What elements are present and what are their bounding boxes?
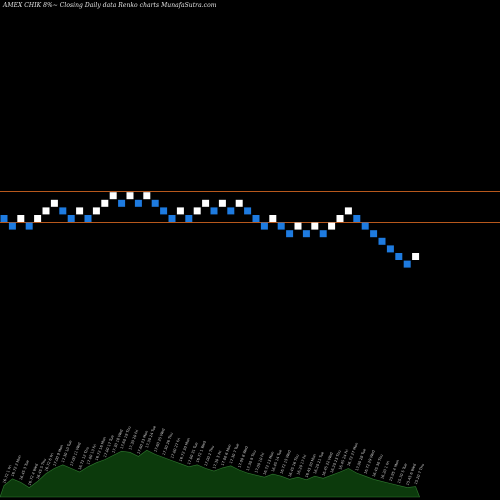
renko-brick-down — [210, 207, 218, 215]
volume-label: 16.45 16 Thu — [288, 454, 300, 478]
renko-brick-up — [50, 199, 58, 207]
volume-label: 16.45 5 Thu — [36, 458, 47, 480]
volume-label: 16.72 1 Wed — [195, 440, 207, 463]
volume-label: 17.30 7 Tue — [229, 442, 240, 464]
volume-label: 17.30 20 Fri — [128, 429, 139, 451]
renko-brick-up — [101, 199, 109, 207]
volume-label: 17.30 24 Tue — [145, 425, 157, 449]
volume-label: 16.72 2 Mon — [11, 455, 22, 477]
volume-label: 17.00 10 Fri — [254, 452, 265, 474]
renko-brick-down — [160, 207, 168, 215]
renko-brick-up — [193, 207, 201, 215]
renko-bricks — [0, 192, 420, 268]
renko-brick-down — [319, 230, 327, 238]
volume-label: 17.00 13 Fri — [86, 444, 97, 466]
volume-label: 16.20 17 Fri — [296, 454, 307, 476]
volume-label: 16.72 1 Fri — [2, 465, 12, 484]
renko-brick-up — [42, 207, 50, 215]
renko-brick-down — [25, 222, 33, 230]
volume-label: 15.20 7 Thu — [414, 463, 425, 485]
renko-brick-up — [92, 207, 100, 215]
volume-label: 15.95 4 Mon — [389, 459, 400, 481]
renko-brick-up — [218, 199, 226, 207]
volume-label: 16.45 3 Tue — [19, 459, 30, 481]
renko-brick-down — [378, 237, 386, 245]
volume-label: 17.00 8 Wed — [237, 446, 249, 469]
renko-brick-up — [17, 215, 25, 222]
volume-label: 17.00 2 Thu — [204, 445, 215, 467]
renko-brick-up — [412, 253, 420, 260]
volume-label: 17.30 3 Fri — [212, 450, 222, 469]
volume-label: 17.00 6 Mon — [221, 444, 232, 466]
volume-area — [0, 449, 421, 498]
renko-brick-up — [336, 215, 344, 222]
renko-brick-down — [302, 230, 310, 238]
renko-brick-down — [84, 215, 92, 222]
volume-label: 17.00 17 Tue — [103, 434, 115, 458]
volume-label: 16.72 4 Wed — [27, 463, 39, 486]
volume-label: 16.72 12 Thu — [78, 447, 90, 471]
renko-brick-up — [126, 192, 134, 200]
renko-brick-down — [227, 207, 235, 215]
volume-label: 16.45 30 Thu — [372, 454, 384, 478]
renko-brick-down — [353, 215, 361, 222]
renko-brick-down — [403, 260, 411, 268]
volume-label: 17.00 31 Tue — [187, 441, 199, 465]
volume-label: 15.70 5 Tue — [397, 462, 408, 484]
renko-brick-up — [294, 222, 302, 230]
renko-brick-up — [328, 222, 336, 230]
volume-label: 15.45 6 Wed — [405, 463, 417, 486]
level-lines — [0, 191, 500, 223]
renko-brick-up — [235, 199, 243, 207]
volume-label: 16.20 1 Fri — [380, 460, 390, 479]
volume-label: 17.30 26 Thu — [162, 432, 174, 456]
renko-brick-down — [151, 199, 159, 207]
renko-brick-down — [260, 222, 268, 230]
volume-label: 17.30 9 Thu — [246, 450, 257, 472]
volume-label: 17.30 10 Tue — [61, 439, 73, 463]
renko-brick-up — [76, 207, 84, 215]
renko-brick-up — [269, 215, 277, 222]
renko-brick-down — [0, 215, 8, 222]
renko-brick-down — [8, 222, 16, 230]
volume-label: 16.45 14 Tue — [271, 448, 283, 472]
renko-brick-down — [361, 222, 369, 230]
volume-label: 16.72 6 Fri — [44, 453, 54, 472]
renko-brick-up — [176, 207, 184, 215]
renko-brick-up — [143, 192, 151, 200]
renko-brick-up — [109, 192, 117, 200]
renko-brick-down — [168, 215, 176, 222]
renko-brick-down — [244, 207, 252, 215]
renko-brick-down — [118, 199, 126, 207]
renko-brick-down — [395, 253, 403, 260]
volume-label: 17.60 19 Thu — [120, 426, 132, 450]
renko-brick-down — [386, 245, 394, 253]
volume-label: 17.00 28 Tue — [355, 447, 367, 471]
renko-brick-up — [202, 199, 210, 207]
renko-brick-down — [67, 215, 75, 222]
renko-brick-up — [311, 222, 319, 230]
renko-brick-up — [34, 215, 42, 222]
renko-brick-down — [277, 222, 285, 230]
renko-brick-down — [134, 199, 142, 207]
volume-label: 16.20 23 Thu — [330, 450, 342, 474]
volume-label: 17.00 27 Fri — [170, 437, 181, 459]
renko-brick-down — [59, 207, 67, 215]
chart-title: AMEX CHIK 8%~ Closing Daily data Renko c… — [3, 2, 217, 9]
renko-brick-down — [370, 230, 378, 238]
renko-brick-down — [286, 230, 294, 238]
volume-label: 16.45 24 Fri — [338, 449, 349, 471]
renko-brick-up — [344, 207, 352, 215]
volume-label: 17.00 9 Mon — [53, 444, 64, 466]
renko-brick-down — [252, 215, 260, 222]
volume-label: 16.20 21 Tue — [313, 451, 325, 475]
renko-brick-down — [185, 215, 193, 222]
